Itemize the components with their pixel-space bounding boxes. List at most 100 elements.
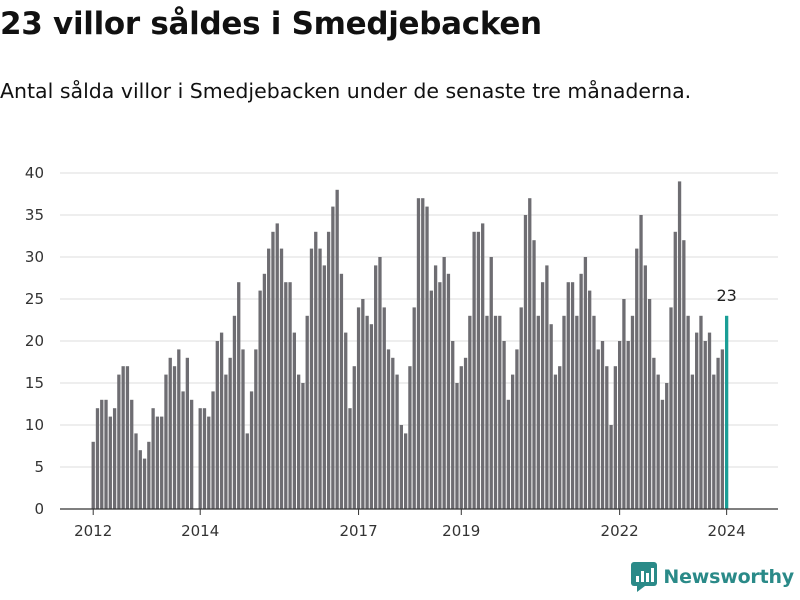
bar [202, 408, 207, 509]
bar [536, 315, 540, 509]
y-axis-ticks: 0 5 10 15 20 25 30 35 40 [25, 164, 44, 518]
x-tick-label: 2019 [442, 522, 480, 540]
bar [292, 332, 297, 509]
bar [284, 282, 288, 509]
bar [241, 349, 245, 509]
bar [95, 408, 100, 509]
bar [112, 408, 117, 509]
bar [575, 315, 579, 509]
bar [716, 357, 720, 509]
bar [605, 366, 609, 509]
bar [630, 315, 635, 509]
bar [438, 282, 442, 509]
bar [609, 425, 613, 509]
bar [108, 416, 112, 509]
bar [198, 408, 202, 509]
bar [472, 231, 476, 510]
bar [301, 383, 305, 509]
bar [673, 231, 677, 510]
bar [699, 315, 703, 509]
bar [160, 416, 164, 509]
bar [579, 273, 583, 509]
bar [378, 257, 382, 509]
bar [271, 231, 275, 510]
bar [125, 366, 130, 509]
bar [506, 399, 511, 509]
bar [164, 374, 168, 509]
bar [502, 341, 506, 509]
bar [626, 341, 630, 509]
bar [652, 357, 656, 509]
annotations: 23 [716, 286, 736, 305]
bar [296, 374, 301, 509]
bar [344, 332, 348, 509]
bar [528, 198, 532, 509]
bars [60, 181, 778, 510]
bar [288, 282, 292, 509]
bar [374, 265, 378, 509]
bar [421, 198, 425, 509]
bar [339, 273, 344, 509]
bar [309, 248, 314, 509]
bar [433, 265, 438, 509]
bar [686, 315, 690, 509]
bar [189, 399, 194, 509]
bar [314, 231, 318, 510]
y-tick-label: 35 [25, 206, 44, 224]
page-title: 23 villor såldes i Smedjebacken [0, 6, 542, 42]
y-tick-label: 0 [34, 500, 44, 518]
bar [267, 248, 271, 509]
bar [476, 231, 481, 510]
bar [553, 374, 558, 509]
bar [228, 357, 232, 509]
bar-chart: 0 5 10 15 20 25 30 35 40 2012 2014 2017 2019 2022 202… [25, 164, 778, 540]
bar [408, 366, 412, 509]
bar [545, 265, 549, 509]
bar [562, 315, 566, 509]
bar [558, 366, 562, 509]
bar [656, 374, 660, 509]
bar [707, 332, 712, 509]
bar [130, 399, 134, 509]
brand-name: Newsworthy [663, 566, 794, 588]
bar [121, 366, 125, 509]
y-tick-label: 30 [25, 248, 44, 266]
bar [622, 299, 626, 509]
bar [416, 198, 421, 509]
bar [249, 391, 254, 509]
bar [540, 282, 545, 509]
bar [583, 257, 588, 509]
x-tick-label: 2014 [181, 522, 219, 540]
bar [682, 240, 686, 509]
bar [391, 357, 395, 509]
x-tick-label: 2022 [601, 522, 639, 540]
y-tick-label: 20 [25, 332, 44, 350]
bar [352, 366, 356, 509]
bar [720, 349, 725, 509]
bar [412, 307, 416, 509]
bar [446, 273, 451, 509]
bar [326, 231, 331, 510]
bar [647, 299, 652, 509]
bar [177, 349, 181, 509]
bar [365, 315, 369, 509]
bar [168, 357, 172, 509]
bar [639, 215, 643, 509]
bar [262, 273, 267, 509]
bar [215, 341, 219, 509]
y-tick-label: 25 [25, 290, 44, 308]
bar [485, 315, 489, 509]
x-tick-label: 2017 [339, 522, 377, 540]
bar [643, 265, 647, 509]
bar [395, 374, 399, 509]
bar [592, 315, 596, 509]
bar [532, 240, 536, 509]
bar [570, 282, 575, 509]
bar [142, 458, 147, 509]
bar [275, 223, 279, 509]
bar [237, 282, 241, 509]
bar [515, 349, 519, 509]
bar [660, 399, 665, 509]
bar [219, 332, 224, 509]
bar [459, 366, 463, 509]
